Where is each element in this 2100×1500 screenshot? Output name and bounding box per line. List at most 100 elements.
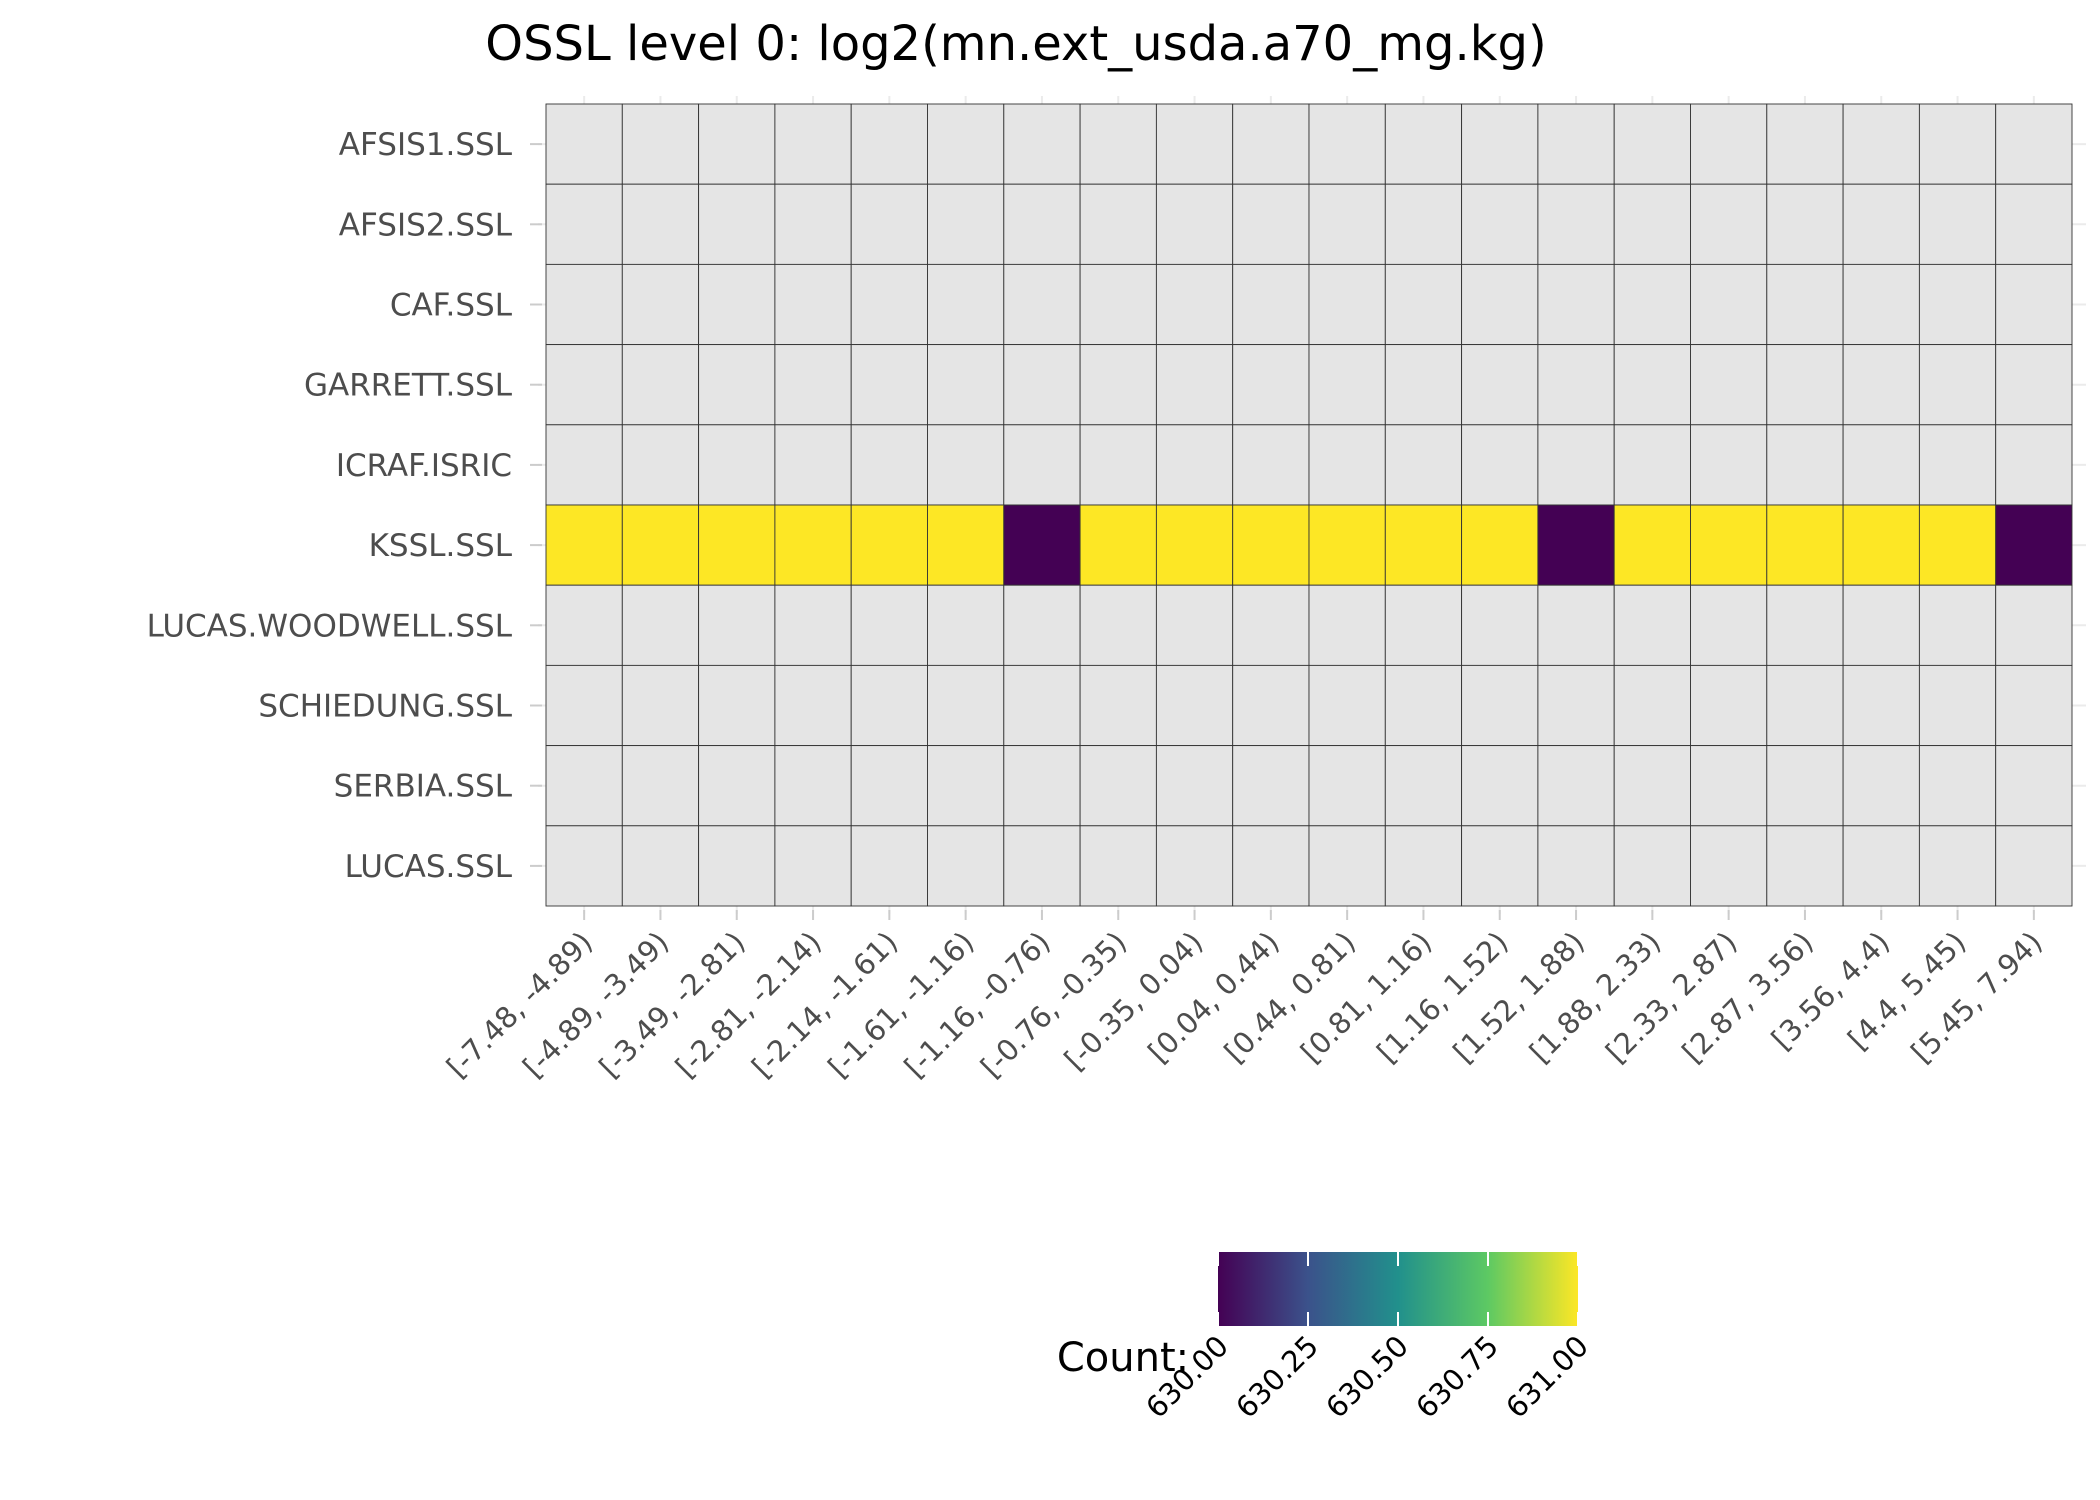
- heatmap-cell: [698, 263, 776, 346]
- heatmap-cell: [1232, 263, 1310, 346]
- heatmap-cell: [850, 263, 928, 346]
- legend-tick-label: 631.00: [1499, 1329, 1595, 1425]
- heatmap-cell: [774, 263, 852, 346]
- heatmap-cell: [1384, 344, 1463, 426]
- y-tick-label: SCHIEDUNG.SSL: [258, 689, 512, 725]
- heatmap-cell: [1003, 664, 1081, 747]
- heatmap-cell: [698, 424, 776, 506]
- heatmap-cell: [1003, 584, 1081, 666]
- heatmap-cell: [545, 103, 623, 185]
- heatmap-cell: [1079, 664, 1157, 747]
- heatmap-cell: [545, 504, 623, 586]
- heatmap-cell: [1690, 183, 1768, 265]
- heatmap-cell: [698, 103, 776, 185]
- heatmap-cell: [1918, 344, 1997, 426]
- heatmap-cell: [850, 424, 928, 506]
- heatmap-cell: [621, 103, 700, 185]
- heatmap-cell: [1155, 745, 1234, 827]
- heatmap-cell: [774, 424, 852, 506]
- heatmap-cell: [774, 745, 852, 827]
- heatmap-cell: [1995, 103, 2073, 185]
- heatmap-cell: [1918, 825, 1997, 907]
- heatmap-cell: [774, 584, 852, 666]
- heatmap-cell: [1079, 103, 1157, 185]
- legend-tick-label: 630.75: [1409, 1329, 1505, 1425]
- heatmap-cell: [1003, 504, 1081, 586]
- heatmap-cell: [1384, 825, 1463, 907]
- heatmap-cell: [1918, 424, 1997, 506]
- heatmap-cell: [1461, 424, 1539, 506]
- heatmap-cell: [927, 183, 1005, 265]
- y-tick-label: LUCAS.WOODWELL.SSL: [147, 608, 513, 644]
- heatmap-cell: [1232, 825, 1310, 907]
- heatmap-cell: [1384, 745, 1463, 827]
- heatmap-cell: [1155, 584, 1234, 666]
- heatmap-cell: [1079, 263, 1157, 346]
- heatmap-cell: [698, 504, 776, 586]
- heatmap-cell: [1155, 825, 1234, 907]
- heatmap-cell: [621, 263, 700, 346]
- heatmap-cell: [1384, 504, 1463, 586]
- y-tick-label: CAF.SSL: [390, 288, 513, 324]
- heatmap-cell: [850, 504, 928, 586]
- heatmap-cell: [698, 664, 776, 747]
- heatmap-cell: [1766, 825, 1844, 907]
- heatmap-cell: [1308, 745, 1386, 827]
- heatmap-cell: [1461, 584, 1539, 666]
- heatmap-cell: [698, 584, 776, 666]
- heatmap-cell: [927, 664, 1005, 747]
- heatmap-cell: [1079, 504, 1157, 586]
- heatmap-cell: [1461, 504, 1539, 586]
- heatmap-cell: [1461, 825, 1539, 907]
- heatmap-cell: [927, 825, 1005, 907]
- heatmap-cell: [1766, 745, 1844, 827]
- y-tick-label: GARRETT.SSL: [304, 368, 513, 404]
- heatmap-cell: [850, 584, 928, 666]
- heatmap-cell: [1842, 584, 1920, 666]
- heatmap-cell: [1842, 344, 1920, 426]
- heatmap-cell: [1232, 745, 1310, 827]
- heatmap-cell: [927, 584, 1005, 666]
- heatmap-cell: [545, 584, 623, 666]
- heatmap-cell: [1766, 504, 1844, 586]
- legend-title: Count:: [1057, 1335, 1189, 1381]
- heatmap-cell: [698, 183, 776, 265]
- heatmap-cell: [1613, 504, 1691, 586]
- heatmap-cell: [1079, 344, 1157, 426]
- heatmap-cell: [1537, 424, 1615, 506]
- heatmap-cell: [1995, 344, 2073, 426]
- heatmap-cell: [1461, 344, 1539, 426]
- heatmap-cell: [1842, 825, 1920, 907]
- heatmap-cell: [1079, 584, 1157, 666]
- heatmap-cell: [1232, 664, 1310, 747]
- heatmap-cell: [545, 745, 623, 827]
- legend-tick-label: 630.25: [1229, 1329, 1325, 1425]
- heatmap-cell: [1613, 584, 1691, 666]
- y-tick-label: AFSIS2.SSL: [339, 207, 513, 243]
- heatmap-cell: [927, 504, 1005, 586]
- heatmap-cell: [545, 344, 623, 426]
- heatmap-cell: [1232, 584, 1310, 666]
- heatmap-cell: [927, 103, 1005, 185]
- heatmap-cell: [1842, 103, 1920, 185]
- heatmap-cell: [1766, 584, 1844, 666]
- heatmap-cell: [1155, 183, 1234, 265]
- heatmap-cell: [621, 504, 700, 586]
- heatmap-cell: [1537, 664, 1615, 747]
- heatmap-cell: [1766, 183, 1844, 265]
- heatmap-cell: [1003, 424, 1081, 506]
- heatmap-cell: [1079, 745, 1157, 827]
- heatmap-cell: [1918, 183, 1997, 265]
- heatmap-cell: [1461, 183, 1539, 265]
- heatmap-cell: [1995, 504, 2073, 586]
- heatmap-cell: [1461, 103, 1539, 185]
- heatmap-cell: [1766, 103, 1844, 185]
- heatmap-cell: [1918, 664, 1997, 747]
- heatmap-cell: [621, 825, 700, 907]
- heatmap-cell: [927, 424, 1005, 506]
- heatmap-cell: [1155, 664, 1234, 747]
- heatmap-cell: [1461, 745, 1539, 827]
- heatmap-cell: [850, 825, 928, 907]
- heatmap-cell: [1003, 344, 1081, 426]
- heatmap-cell: [1842, 745, 1920, 827]
